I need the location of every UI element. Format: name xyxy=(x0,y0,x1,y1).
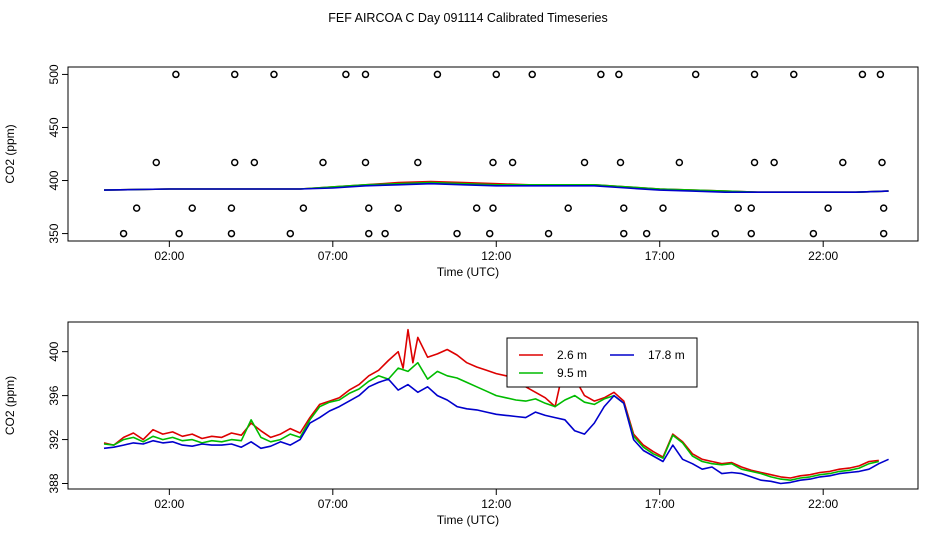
marker-point xyxy=(361,158,370,167)
marker-point xyxy=(472,204,481,212)
marker-point xyxy=(270,70,278,79)
marker-point xyxy=(119,229,128,238)
marker-point xyxy=(319,158,327,167)
x-tick-label: 17:00 xyxy=(645,249,675,263)
series-line-2-6-m xyxy=(103,328,879,479)
y-tick-label: 500 xyxy=(47,64,61,84)
marker-point xyxy=(620,229,628,238)
marker-point xyxy=(152,158,161,167)
y-tick-label: 388 xyxy=(47,473,61,493)
marker-point xyxy=(809,229,818,238)
y-tick-label: 400 xyxy=(47,341,61,361)
x-tick-label: 17:00 xyxy=(645,497,675,511)
marker-point xyxy=(878,158,886,167)
y-tick-label: 392 xyxy=(47,429,61,449)
x-axis-label: Time (UTC) xyxy=(437,513,499,527)
marker-point xyxy=(132,204,141,212)
marker-point xyxy=(489,204,497,212)
y-axis-label: CO2 (ppm) xyxy=(3,376,17,435)
legend-label: 17.8 m xyxy=(648,348,685,362)
x-tick-label: 02:00 xyxy=(154,249,184,263)
x-axis-label: Time (UTC) xyxy=(437,265,499,279)
marker-point xyxy=(365,229,373,238)
marker-point xyxy=(876,70,885,79)
marker-point xyxy=(342,70,350,79)
series-line-9-5-m xyxy=(103,181,889,193)
marker-point xyxy=(711,229,720,238)
marker-point xyxy=(230,70,239,79)
figure-title: FEF AIRCOA C Day 091114 Calibrated Times… xyxy=(328,11,608,25)
marker-point xyxy=(453,229,461,238)
marker-point xyxy=(227,229,236,238)
y-tick-label: 450 xyxy=(47,117,61,137)
marker-point xyxy=(433,70,442,79)
marker-point xyxy=(597,70,605,79)
marker-point xyxy=(188,204,196,212)
marker-point xyxy=(879,204,888,212)
marker-point xyxy=(734,204,742,212)
x-tick-label: 07:00 xyxy=(318,497,348,511)
marker-point xyxy=(750,158,759,167)
marker-point xyxy=(750,70,759,79)
top-panel: 02:00 07:00 12:00 17:00 22:00 350 400 450 500 Tim… xyxy=(3,64,919,279)
marker-point xyxy=(747,229,756,238)
marker-point xyxy=(286,229,295,238)
x-tick-label: 22:00 xyxy=(808,497,838,511)
marker-point xyxy=(394,204,402,212)
y-tick-label: 350 xyxy=(47,223,61,243)
marker-point xyxy=(879,229,888,238)
marker-point xyxy=(361,70,370,79)
marker-point xyxy=(747,204,756,212)
x-tick-label: 12:00 xyxy=(481,497,511,511)
series-line-9-5-m xyxy=(103,361,879,482)
marker-point xyxy=(544,229,553,238)
marker-point xyxy=(485,229,494,238)
marker-point xyxy=(414,158,422,167)
series-line-17-8-m xyxy=(103,182,889,193)
marker-point xyxy=(489,158,497,167)
marker-point xyxy=(659,204,667,212)
marker-point xyxy=(175,229,183,238)
series-line-2-6-m xyxy=(103,180,889,193)
plot-frame xyxy=(67,66,919,242)
marker-point xyxy=(528,70,536,79)
y-tick-label: 400 xyxy=(47,170,61,190)
x-tick-label: 02:00 xyxy=(154,497,184,511)
marker-point xyxy=(492,70,501,79)
x-tick-label: 07:00 xyxy=(318,249,348,263)
marker-point xyxy=(365,204,373,212)
marker-point xyxy=(227,204,236,212)
marker-point xyxy=(839,158,847,167)
marker-point xyxy=(858,70,867,79)
marker-point xyxy=(620,204,628,212)
y-axis-label: CO2 (ppm) xyxy=(3,124,17,183)
x-tick-label: 22:00 xyxy=(808,249,838,263)
marker-point xyxy=(299,204,308,212)
marker-point xyxy=(790,70,798,79)
legend-label: 9.5 m xyxy=(557,366,587,380)
bottom-panel: 02:00 07:00 12:00 17:00 22:00 388 392 396 400 Tim… xyxy=(3,321,919,527)
marker-point xyxy=(381,229,389,238)
x-tick-label: 12:00 xyxy=(481,249,511,263)
marker-point xyxy=(564,204,572,212)
marker-point xyxy=(642,229,651,238)
marker-point xyxy=(615,70,623,79)
marker-point xyxy=(675,158,684,167)
marker-point xyxy=(580,158,589,167)
plot-frame xyxy=(67,321,919,490)
legend-label: 2.6 m xyxy=(557,348,587,362)
marker-point xyxy=(616,158,625,167)
marker-point xyxy=(770,158,778,167)
legend-box xyxy=(506,337,698,388)
series-line-17-8-m xyxy=(103,378,889,485)
marker-point xyxy=(250,158,259,167)
marker-point xyxy=(230,158,239,167)
marker-point xyxy=(172,70,180,79)
marker-point xyxy=(691,70,700,79)
marker-point xyxy=(824,204,832,212)
marker-point xyxy=(508,158,517,167)
y-tick-label: 396 xyxy=(47,385,61,405)
